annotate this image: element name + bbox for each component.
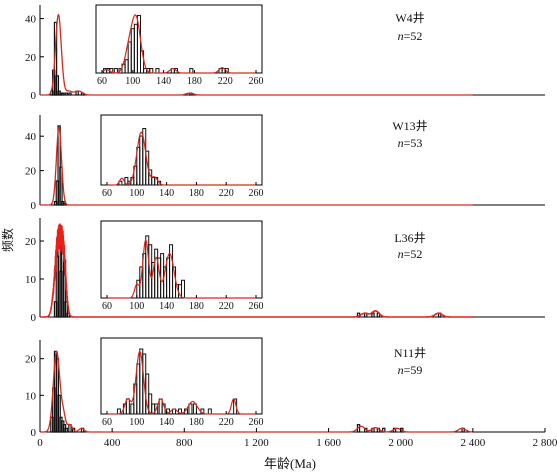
panel-4: 0 10 20 60 100 140 180 220 260 N11井 n=59 [25, 337, 545, 439]
inset-histogram-bar [157, 180, 162, 186]
panel-1: 0 20 40 60 100 140 180 220 260 W4井 n=52 [25, 4, 545, 102]
sample-count-label: n=53 [398, 136, 423, 150]
y-tick-label: 10 [25, 274, 37, 286]
inset-histogram-bar [188, 403, 193, 415]
histogram-bar [59, 166, 63, 206]
inset-x-tick-label: 100 [129, 188, 144, 199]
sample-count-label: n=52 [398, 29, 423, 43]
histogram-bar [64, 92, 69, 96]
x-tick-label: 1 600 [316, 437, 341, 449]
histogram-bar [68, 92, 72, 96]
histogram-bar [57, 125, 61, 206]
x-tick-label: 800 [176, 437, 193, 449]
inset-chart: 60 100 140 180 220 260 [95, 4, 264, 87]
y-tick-label: 40 [25, 14, 37, 26]
y-axis-title: 频数 [0, 228, 15, 252]
kde-curve [40, 126, 473, 206]
inset-frame [95, 4, 263, 74]
well-label: W13井 [392, 119, 427, 133]
inset-x-tick-label: 60 [102, 188, 112, 199]
y-tick-label: 20 [25, 52, 37, 64]
inset-x-tick-label: 140 [159, 301, 174, 312]
y-tick-label: 0 [31, 312, 37, 324]
histogram-bar [62, 202, 67, 206]
well-label: W4井 [395, 11, 424, 25]
inset-histogram-bar [178, 408, 183, 415]
panel-2: 0 20 40 60 100 140 180 220 260 W13井 n=53 [25, 114, 545, 212]
inset-histogram-bar [136, 14, 141, 74]
x-tick-label: 400 [104, 437, 121, 449]
histogram-bar [371, 312, 375, 318]
y-tick-label: 20 [25, 236, 37, 248]
x-tick-label: 2 800 [533, 437, 557, 449]
y-tick-label: 0 [31, 427, 37, 439]
inset-x-tick-label: 100 [125, 76, 140, 87]
x-axis-title: 年龄(Ma) [264, 456, 316, 471]
y-tick-label: 20 [25, 166, 37, 178]
histogram-bar [64, 301, 69, 318]
inset-chart: 60 100 140 180 220 260 [100, 337, 264, 428]
y-tick-label: 40 [25, 131, 37, 143]
inset-frame [100, 114, 263, 186]
inset-x-tick-label: 220 [219, 417, 234, 428]
inset-x-tick-label: 220 [219, 301, 234, 312]
inset-x-tick-label: 260 [249, 76, 264, 87]
y-tick-label: 0 [31, 200, 37, 212]
inset-kde-curve [107, 350, 256, 415]
histogram-bar [55, 75, 60, 96]
histogram-bar [64, 427, 69, 433]
x-tick-label: 1 200 [244, 437, 269, 449]
inset-x-tick-label: 260 [249, 417, 264, 428]
inset-x-tick-label: 140 [159, 188, 174, 199]
histogram-bar [61, 92, 65, 96]
inset-kde-curve [107, 131, 256, 186]
inset-x-tick-label: 180 [189, 301, 204, 312]
inset-x-tick-label: 260 [249, 188, 264, 199]
y-tick-label: 20 [25, 354, 37, 366]
sample-count-label: n=52 [398, 247, 423, 261]
inset-x-tick-label: 60 [102, 417, 112, 428]
inset-x-tick-label: 260 [249, 301, 264, 312]
x-tick-label: 0 [37, 437, 43, 449]
inset-histogram-bar [173, 68, 178, 74]
sample-count-label: n=59 [398, 363, 423, 377]
x-tick-label: 2 400 [460, 437, 485, 449]
inset-x-tick-label: 180 [187, 76, 202, 87]
inset-histogram-bar [154, 403, 159, 415]
inset-x-tick-label: 220 [219, 188, 234, 199]
kde-curve [40, 350, 473, 433]
inset-chart: 60 100 140 180 220 260 [100, 220, 264, 312]
x-tick-label: 2 000 [388, 437, 413, 449]
inset-x-tick-label: 100 [129, 301, 144, 312]
inset-x-tick-label: 180 [189, 188, 204, 199]
inset-x-tick-label: 140 [156, 76, 171, 87]
histogram-bar [57, 394, 61, 433]
inset-x-tick-label: 140 [159, 417, 174, 428]
y-tick-label: 10 [25, 390, 37, 402]
kde-curve [40, 223, 473, 318]
inset-x-tick-label: 100 [129, 417, 144, 428]
inset-chart: 60 100 140 180 220 260 [100, 114, 264, 199]
inset-histogram-bar [192, 403, 197, 415]
inset-kde-curve [107, 239, 256, 299]
inset-x-tick-label: 60 [97, 76, 107, 87]
panel-3: 0 10 20 60 100 140 180 220 260 L36井 n=52 [25, 218, 545, 324]
inset-x-tick-label: 180 [189, 417, 204, 428]
well-label: L36井 [394, 231, 425, 245]
inset-x-tick-label: 60 [102, 301, 112, 312]
inset-kde-curve [101, 14, 256, 74]
inset-x-tick-label: 220 [218, 76, 233, 87]
well-label: N11井 [394, 346, 426, 360]
kde-curve [40, 13, 473, 96]
y-tick-label: 0 [31, 90, 37, 102]
